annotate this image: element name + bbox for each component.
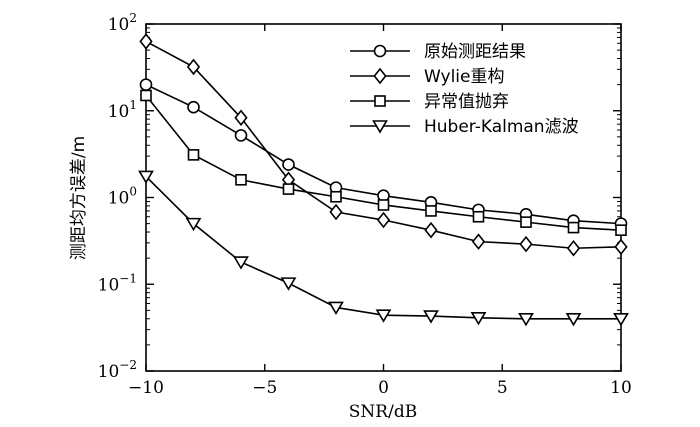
data-point [376,211,391,229]
data-point [282,183,295,195]
data-point [187,100,200,114]
data-point [519,235,533,253]
data-point [518,312,534,327]
data-point [328,301,344,316]
x-tick-label: 10 [610,378,632,398]
data-point [375,309,392,323]
data-point [330,190,342,203]
y-tick-exponent: −2 [119,358,137,372]
data-point [566,239,581,257]
data-point [235,173,247,186]
legend-marker [372,120,388,134]
legend-entry: 原始测距结果 [350,42,526,62]
x-tick-label: −10 [128,378,164,398]
data-point [139,33,153,50]
y-tick-base: 10 [108,102,130,122]
y-axis-label: 测距均方误差/m [69,136,89,260]
legend-marker [373,44,387,58]
y-tick-label: 10−1 [98,271,137,295]
legend-entry: Huber-Kalman滤波 [350,117,579,137]
data-point [377,199,390,211]
data-point [186,58,201,76]
data-point [280,277,297,291]
data-point [472,210,485,223]
data-point [234,109,248,127]
series-2 [139,33,628,257]
legend-entry: 异常值抛弃 [350,92,509,112]
data-point [329,203,343,221]
series-3 [140,89,627,236]
legend-label: Wylie重构 [424,67,504,87]
data-point [424,221,438,239]
data-point [567,221,580,234]
y-tick-exponent: 0 [129,185,137,199]
data-point [470,312,487,326]
y-tick-label: 101 [108,98,137,122]
y-tick-base: 10 [98,275,120,295]
data-point [138,170,154,184]
x-tick-label: −5 [252,378,277,398]
legend-label: 异常值抛弃 [424,92,509,112]
data-point [614,238,628,256]
legend-label: Huber-Kalman滤波 [424,117,579,137]
data-point [282,158,295,171]
y-tick-base: 10 [98,362,120,382]
y-tick-exponent: 1 [129,98,137,112]
data-point [520,216,532,228]
x-axis-label: SNR/dB [349,402,417,422]
data-point [140,89,152,102]
data-point [565,312,582,327]
y-tick-base: 10 [108,189,130,209]
legend-marker [373,67,387,85]
x-tick-label: 5 [497,378,508,398]
x-tick-label: 0 [378,378,389,398]
data-point [187,149,200,161]
series-4 [138,170,629,327]
legend-label: 原始测距结果 [424,42,526,62]
data-point [185,217,202,232]
data-point [233,256,249,270]
data-point [471,233,486,250]
data-point [615,224,627,236]
y-tick-label: 102 [108,11,137,35]
data-point [139,78,153,91]
y-tick-label: 100 [108,185,137,209]
legend-entry: Wylie重构 [350,67,504,87]
y-tick-label: 10−2 [98,358,137,382]
y-tick-exponent: 2 [129,11,137,25]
data-point [613,312,629,327]
y-tick-base: 10 [108,15,130,35]
y-tick-exponent: −1 [119,271,137,285]
data-point [423,310,439,324]
data-point [234,129,248,142]
data-point [425,205,437,217]
legend-marker [374,95,386,107]
